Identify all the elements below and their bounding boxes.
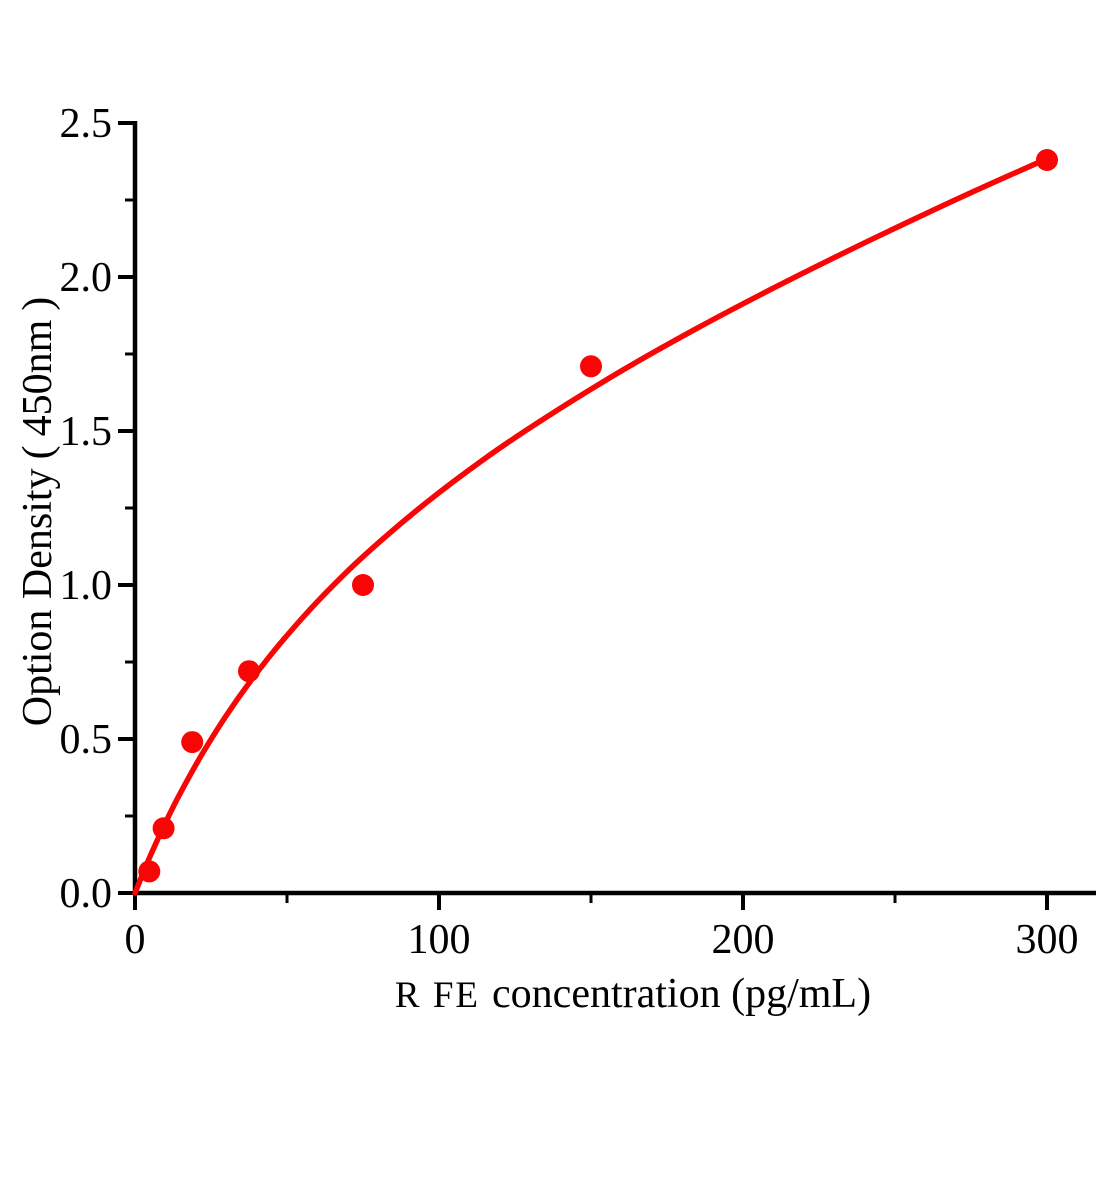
y-tick-label: 0.0 xyxy=(60,871,113,917)
data-point xyxy=(138,860,161,883)
data-point xyxy=(1036,149,1058,171)
data-point xyxy=(238,660,260,683)
x-axis-title: R FE concentration (pg/mL) xyxy=(395,973,871,1015)
y-tick-label: 0.5 xyxy=(60,717,113,763)
y-tick-label: 2.0 xyxy=(60,255,113,301)
y-tick-label: 2.5 xyxy=(60,101,113,147)
data-point xyxy=(152,817,175,840)
x-axis-title-rest: concentration (pg/mL) xyxy=(492,971,872,1017)
x-tick-label: 100 xyxy=(408,917,471,963)
axis-lines xyxy=(132,121,1096,896)
data-point xyxy=(181,731,204,754)
data-point xyxy=(352,574,374,596)
x-axis-title-prefix: R FE xyxy=(394,975,481,1016)
x-tick-label: 200 xyxy=(712,917,775,963)
fit-curve xyxy=(132,155,1050,896)
x-tick-label: 0 xyxy=(125,917,146,963)
y-tick-label: 1.0 xyxy=(60,563,113,609)
y-tick-label: 1.5 xyxy=(60,409,113,455)
x-tick-label: 300 xyxy=(1016,917,1079,963)
open-paren: ( xyxy=(15,445,61,460)
y-axis-title-unit: 450nm xyxy=(15,319,61,437)
data-point xyxy=(580,355,602,378)
close-paren: ) xyxy=(15,296,61,311)
y-axis-title-text: Option Density xyxy=(15,468,61,727)
y-axis-title: Option Density (450nm) xyxy=(15,288,61,727)
